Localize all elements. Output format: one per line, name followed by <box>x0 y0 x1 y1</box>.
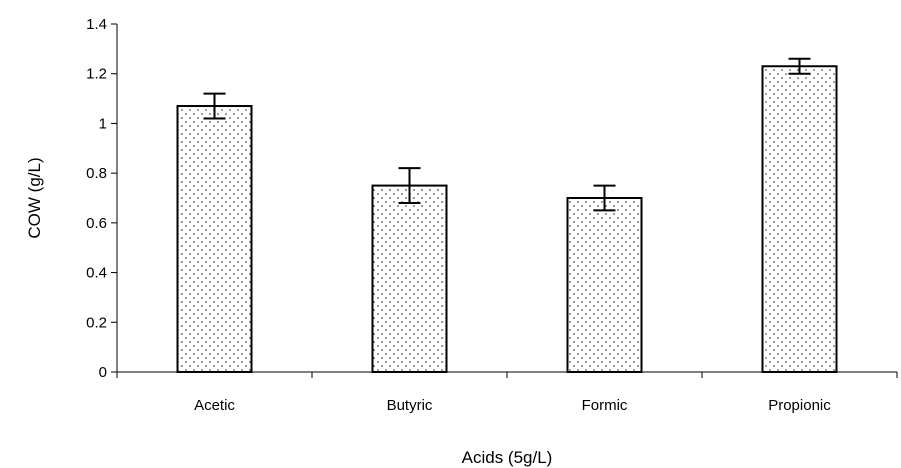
error-bars <box>203 57 811 212</box>
x-axis-title: Acids (5g/L) <box>462 448 553 467</box>
bar-formic <box>566 197 643 373</box>
y-axis-title: COW (g/L) <box>25 157 44 238</box>
y-tick-label: 0.6 <box>86 215 107 232</box>
x-tick-label-butyric: Butyric <box>387 397 433 414</box>
y-tick-label: 1.4 <box>86 16 107 33</box>
x-ticks: Acetic Butyric Formic Propionic <box>116 372 898 414</box>
bar-butyric <box>371 184 448 373</box>
y-tick-label: 1 <box>99 115 107 132</box>
y-ticks: 0 0.2 0.4 0.6 0.8 1 1.2 1.4 <box>86 16 117 381</box>
bar-propionic <box>761 65 838 373</box>
y-tick-label: 0.8 <box>86 165 107 182</box>
y-tick-label: 0.4 <box>86 265 107 282</box>
x-tick-label-formic: Formic <box>582 397 628 414</box>
bars <box>176 65 838 374</box>
x-tick-label-propionic: Propionic <box>768 397 831 414</box>
x-tick-label-acetic: Acetic <box>194 397 235 414</box>
y-tick-label: 0.2 <box>86 314 107 331</box>
y-tick-label: 1.2 <box>86 66 107 83</box>
bar-acetic <box>176 105 253 374</box>
y-tick-label: 0 <box>99 364 107 381</box>
